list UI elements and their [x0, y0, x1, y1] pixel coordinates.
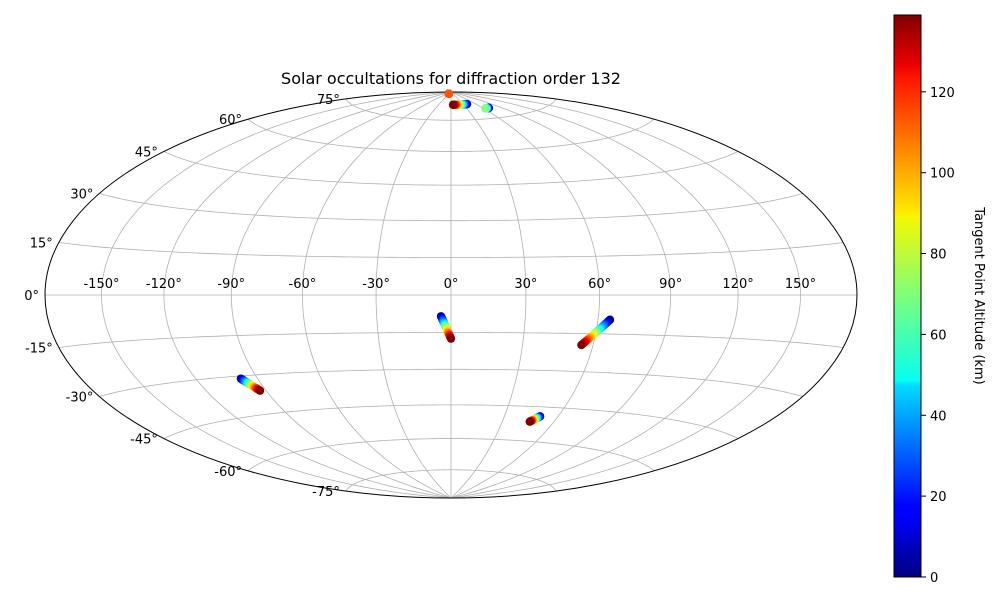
longitude-tick-label: 30° — [514, 277, 537, 292]
longitude-tick-label: 0° — [444, 277, 459, 292]
latitude-tick-label: -45° — [130, 433, 158, 448]
occultation-point — [444, 89, 454, 98]
parallel-gridline — [247, 438, 655, 472]
colorbar-tick-label: 120 — [930, 86, 955, 101]
colorbar: 0 20 40 60 80 100 120 Tangent Point Altitude (… — [893, 14, 986, 586]
latitude-tick-label: -60° — [214, 465, 242, 480]
latitude-tick-labels: 75° 60° 45° 30° 15° 0° -15° -30° -45° -60° -75° — [24, 93, 340, 500]
hammer-map: -150° -120° -90° -60° -30° 0° 30° 60° 90° 120° 150… — [24, 89, 858, 500]
colorbar-ticks: 0 20 40 60 80 100 120 — [921, 86, 955, 586]
occultation-point — [481, 104, 490, 113]
colorbar-gradient — [893, 14, 922, 578]
longitude-tick-labels: -150° -120° -90° -60° -30° 0° 30° 60° 90° 120° 150… — [83, 277, 816, 292]
longitude-tick-label: -150° — [83, 277, 119, 292]
longitude-tick-label: -60° — [289, 277, 317, 292]
latitude-tick-label: 15° — [30, 237, 53, 252]
parallel-gridline — [58, 242, 844, 258]
latitude-tick-label: 30° — [70, 188, 93, 203]
longitude-tick-label: 90° — [659, 277, 682, 292]
longitude-tick-label: 60° — [588, 277, 611, 292]
latitude-tick-label: 75° — [317, 93, 340, 108]
colorbar-tick-label: 100 — [930, 167, 955, 182]
occultation-point — [525, 417, 534, 426]
latitude-tick-label: -75° — [312, 485, 340, 500]
occultation-point — [577, 340, 586, 350]
longitude-tick-label: -30° — [362, 277, 390, 292]
colorbar-tick-label: 20 — [930, 490, 947, 505]
occultation-point — [446, 334, 456, 343]
colorbar-label: Tangent Point Altitude (km) — [971, 206, 986, 384]
occultation-point — [255, 386, 265, 395]
occultation-points — [236, 89, 615, 426]
latitude-tick-label: 45° — [135, 146, 158, 161]
parallel-gridline — [247, 118, 655, 152]
longitude-tick-label: 120° — [722, 277, 753, 292]
parallel-gridline — [99, 368, 803, 397]
colorbar-tick-label: 80 — [930, 248, 947, 263]
longitude-tick-label: -120° — [146, 277, 182, 292]
chart-title: Solar occultations for diffraction order… — [281, 69, 621, 88]
latitude-tick-label: -15° — [25, 342, 53, 357]
latitude-tick-label: 0° — [24, 289, 39, 304]
longitude-tick-label: 150° — [785, 277, 816, 292]
colorbar-tick-label: 0 — [930, 571, 938, 586]
colorbar-tick-label: 40 — [930, 409, 947, 424]
parallel-gridline — [345, 98, 557, 121]
map-grid — [45, 92, 857, 498]
parallel-gridline — [345, 469, 557, 492]
parallel-gridline — [163, 151, 739, 186]
occultation-point — [448, 100, 458, 109]
latitude-tick-label: -30° — [66, 391, 94, 406]
parallel-gridline — [99, 193, 803, 222]
colorbar-tick-label: 60 — [930, 328, 947, 343]
parallel-gridline — [163, 404, 739, 439]
latitude-tick-label: 60° — [219, 113, 242, 128]
longitude-tick-label: -90° — [217, 277, 245, 292]
